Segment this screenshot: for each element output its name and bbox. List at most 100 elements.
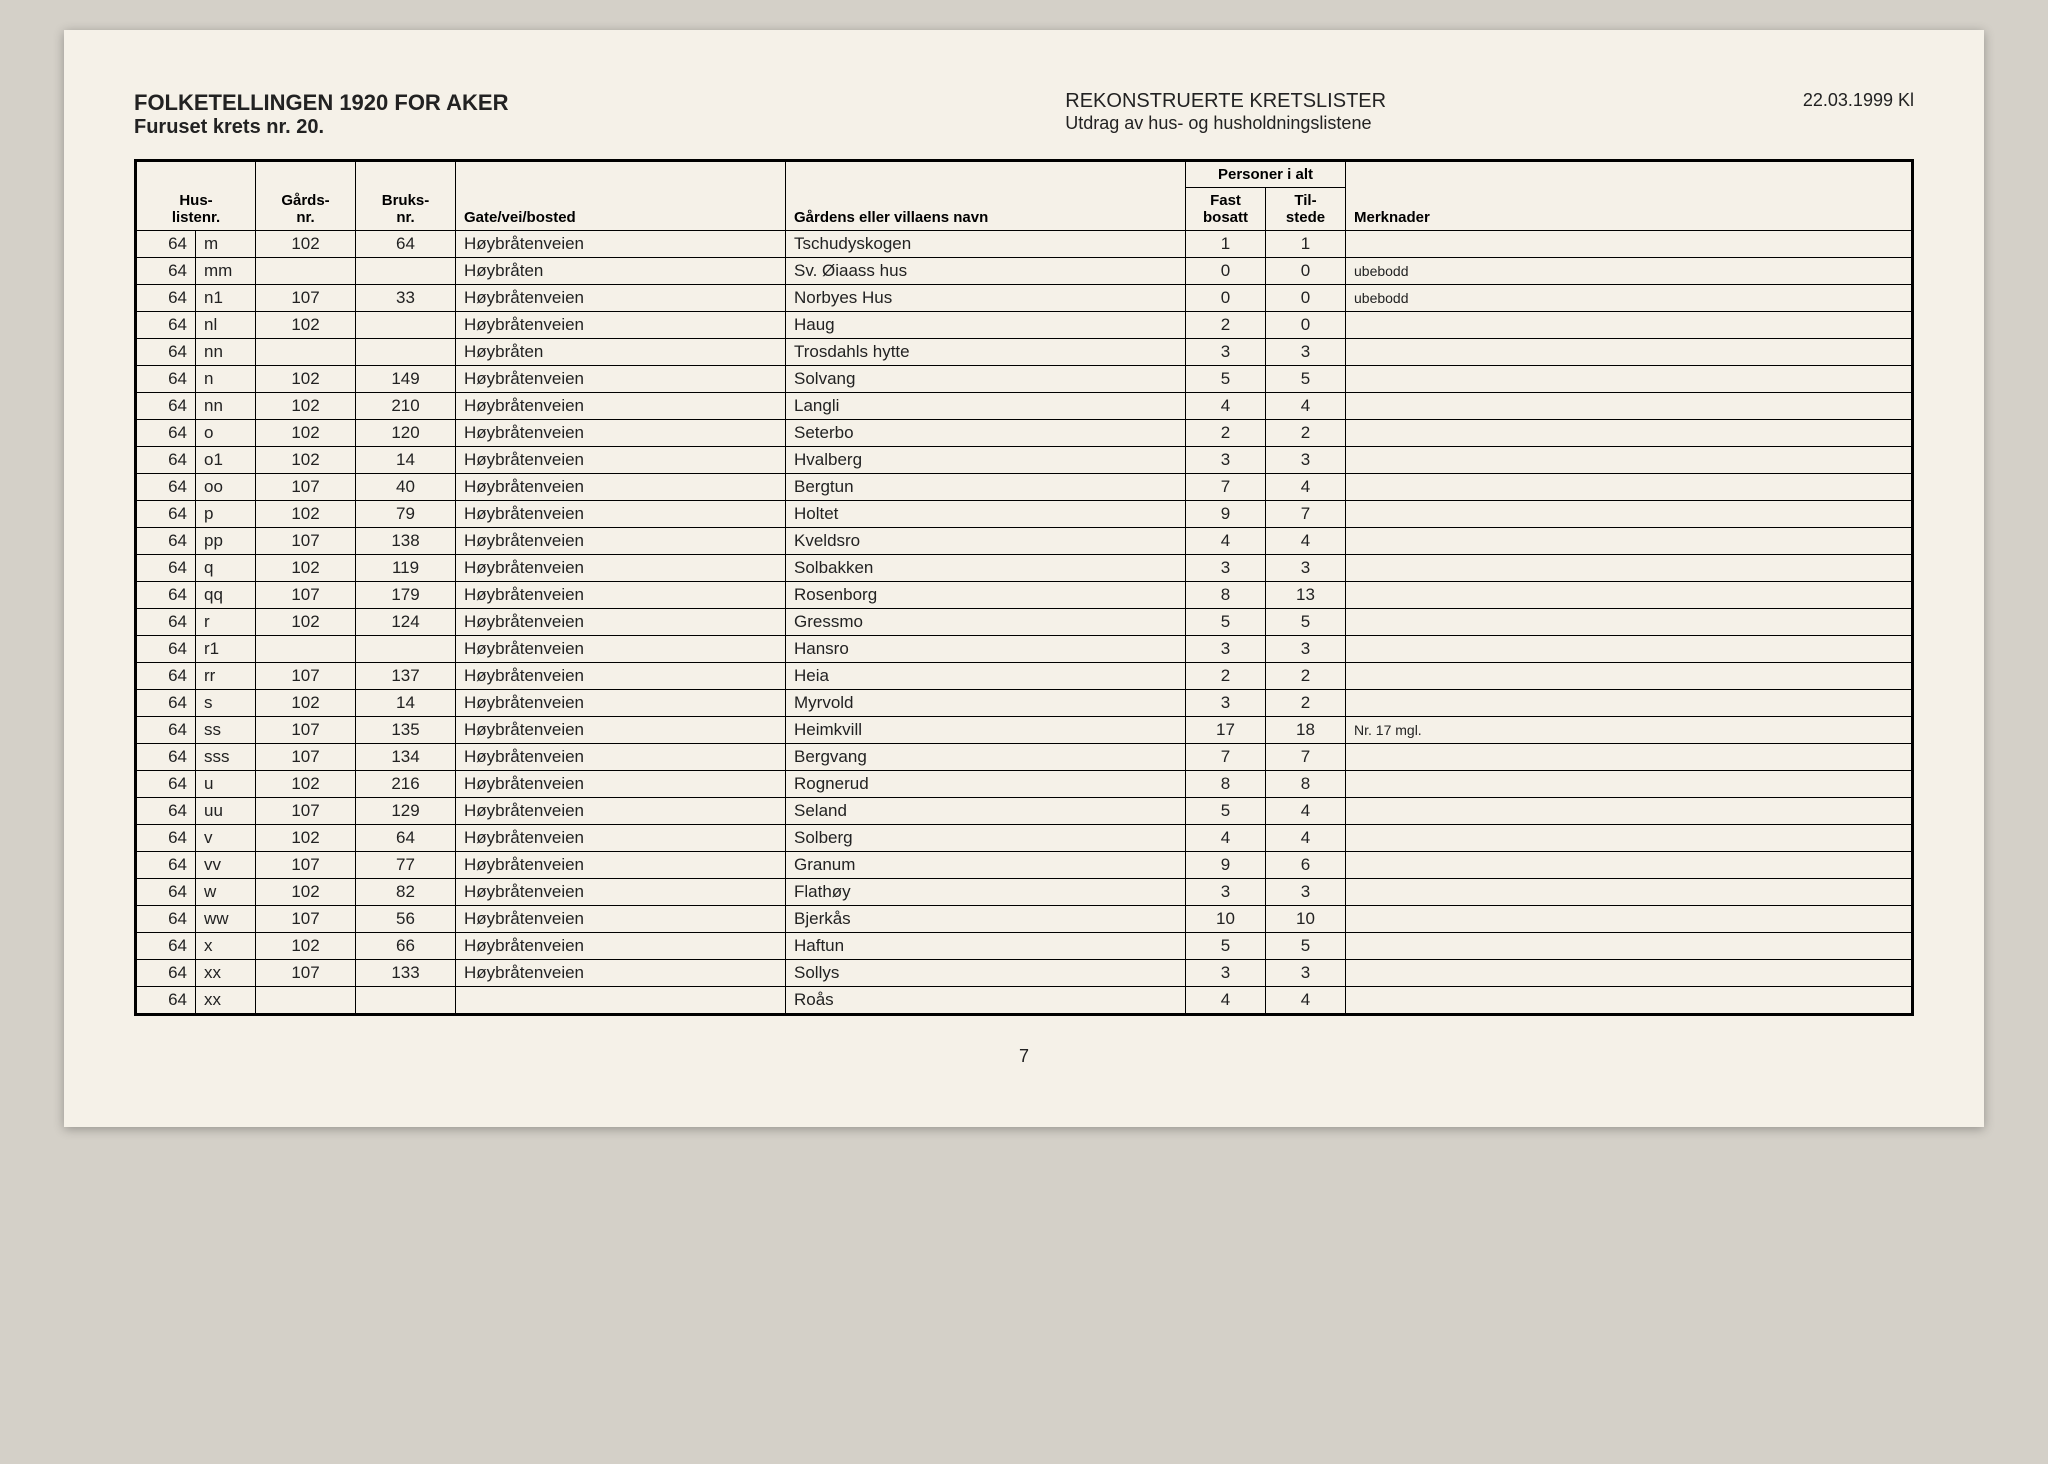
table-row: 64u102216HøybråtenveienRognerud88	[136, 771, 1913, 798]
cell-hus-num: 64	[136, 285, 196, 312]
cell-merk	[1346, 987, 1913, 1015]
cell-hus-num: 64	[136, 906, 196, 933]
cell-til: 5	[1266, 933, 1346, 960]
cell-navn: Hansro	[786, 636, 1186, 663]
cell-fast: 7	[1186, 744, 1266, 771]
cell-fast: 5	[1186, 366, 1266, 393]
cell-navn: Tschudyskogen	[786, 231, 1186, 258]
cell-bruks: 64	[356, 825, 456, 852]
cell-hus-suf: ww	[196, 906, 256, 933]
cell-hus-suf: o1	[196, 447, 256, 474]
cell-til: 0	[1266, 285, 1346, 312]
table-row: 64nnHøybråtenTrosdahls hytte33	[136, 339, 1913, 366]
cell-merk: ubebodd	[1346, 258, 1913, 285]
cell-gards: 102	[256, 690, 356, 717]
cell-gards	[256, 258, 356, 285]
cell-gards: 102	[256, 771, 356, 798]
header-center: REKONSTRUERTE KRETSLISTER Utdrag av hus-…	[1065, 90, 1386, 139]
cell-gate: Høybråtenveien	[456, 366, 786, 393]
cell-bruks: 149	[356, 366, 456, 393]
cell-gards	[256, 636, 356, 663]
col-header-hus-text: Hus- listenr.	[172, 192, 220, 226]
cell-merk	[1346, 366, 1913, 393]
cell-navn: Sollys	[786, 960, 1186, 987]
col-header-gards-text: Gårds- nr.	[281, 192, 329, 226]
cell-merk	[1346, 528, 1913, 555]
cell-merk	[1346, 852, 1913, 879]
cell-hus-num: 64	[136, 663, 196, 690]
cell-hus-suf: nn	[196, 339, 256, 366]
col-header-gate: Gate/vei/bosted	[456, 161, 786, 231]
cell-hus-num: 64	[136, 960, 196, 987]
cell-fast: 4	[1186, 987, 1266, 1015]
table-row: 64nn102210HøybråtenveienLangli44	[136, 393, 1913, 420]
cell-gate: Høybråtenveien	[456, 798, 786, 825]
cell-gate: Høybråtenveien	[456, 528, 786, 555]
table-row: 64v10264HøybråtenveienSolberg44	[136, 825, 1913, 852]
cell-bruks: 133	[356, 960, 456, 987]
cell-fast: 0	[1186, 258, 1266, 285]
col-header-bruks: Bruks- nr.	[356, 161, 456, 231]
cell-til: 2	[1266, 663, 1346, 690]
cell-gards: 107	[256, 717, 356, 744]
cell-fast: 3	[1186, 879, 1266, 906]
cell-merk	[1346, 771, 1913, 798]
cell-navn: Heia	[786, 663, 1186, 690]
table-row: 64m10264HøybråtenveienTschudyskogen11	[136, 231, 1913, 258]
cell-hus-suf: n	[196, 366, 256, 393]
cell-navn: Seterbo	[786, 420, 1186, 447]
table-row: 64pp107138HøybråtenveienKveldsro44	[136, 528, 1913, 555]
subtitle-main: REKONSTRUERTE KRETSLISTER	[1065, 90, 1386, 113]
cell-merk	[1346, 960, 1913, 987]
cell-gards: 102	[256, 879, 356, 906]
cell-til: 6	[1266, 852, 1346, 879]
title-sub: Furuset krets nr. 20.	[134, 116, 508, 139]
cell-gards: 107	[256, 474, 356, 501]
cell-merk	[1346, 744, 1913, 771]
cell-hus-suf: p	[196, 501, 256, 528]
table-row: 64w10282HøybråtenveienFlathøy33	[136, 879, 1913, 906]
cell-bruks: 77	[356, 852, 456, 879]
table-row: 64ww10756HøybråtenveienBjerkås1010	[136, 906, 1913, 933]
cell-gate: Høybråtenveien	[456, 663, 786, 690]
cell-fast: 2	[1186, 312, 1266, 339]
cell-gate: Høybråtenveien	[456, 906, 786, 933]
cell-hus-num: 64	[136, 258, 196, 285]
cell-gards	[256, 339, 356, 366]
cell-til: 0	[1266, 312, 1346, 339]
header-left: FOLKETELLINGEN 1920 FOR AKER Furuset kre…	[134, 90, 508, 139]
cell-hus-suf: r	[196, 609, 256, 636]
cell-gate: Høybråtenveien	[456, 879, 786, 906]
cell-hus-num: 64	[136, 636, 196, 663]
cell-navn: Bjerkås	[786, 906, 1186, 933]
cell-navn: Solvang	[786, 366, 1186, 393]
table-row: 64o110214HøybråtenveienHvalberg33	[136, 447, 1913, 474]
cell-merk	[1346, 339, 1913, 366]
cell-hus-suf: rr	[196, 663, 256, 690]
cell-til: 2	[1266, 690, 1346, 717]
cell-gards: 102	[256, 609, 356, 636]
cell-navn: Seland	[786, 798, 1186, 825]
cell-gards: 102	[256, 555, 356, 582]
cell-bruks: 124	[356, 609, 456, 636]
cell-til: 3	[1266, 555, 1346, 582]
cell-merk	[1346, 420, 1913, 447]
table-row: 64xxRoås44	[136, 987, 1913, 1015]
cell-hus-num: 64	[136, 879, 196, 906]
cell-merk: ubebodd	[1346, 285, 1913, 312]
cell-til: 4	[1266, 474, 1346, 501]
cell-fast: 9	[1186, 501, 1266, 528]
cell-merk	[1346, 555, 1913, 582]
cell-gate: Høybråtenveien	[456, 636, 786, 663]
cell-hus-num: 64	[136, 339, 196, 366]
cell-hus-num: 64	[136, 609, 196, 636]
cell-hus-num: 64	[136, 933, 196, 960]
cell-gate: Høybråtenveien	[456, 393, 786, 420]
cell-hus-suf: uu	[196, 798, 256, 825]
cell-gards: 102	[256, 366, 356, 393]
cell-hus-suf: nl	[196, 312, 256, 339]
cell-hus-num: 64	[136, 582, 196, 609]
cell-merk	[1346, 933, 1913, 960]
cell-bruks	[356, 339, 456, 366]
cell-hus-num: 64	[136, 393, 196, 420]
